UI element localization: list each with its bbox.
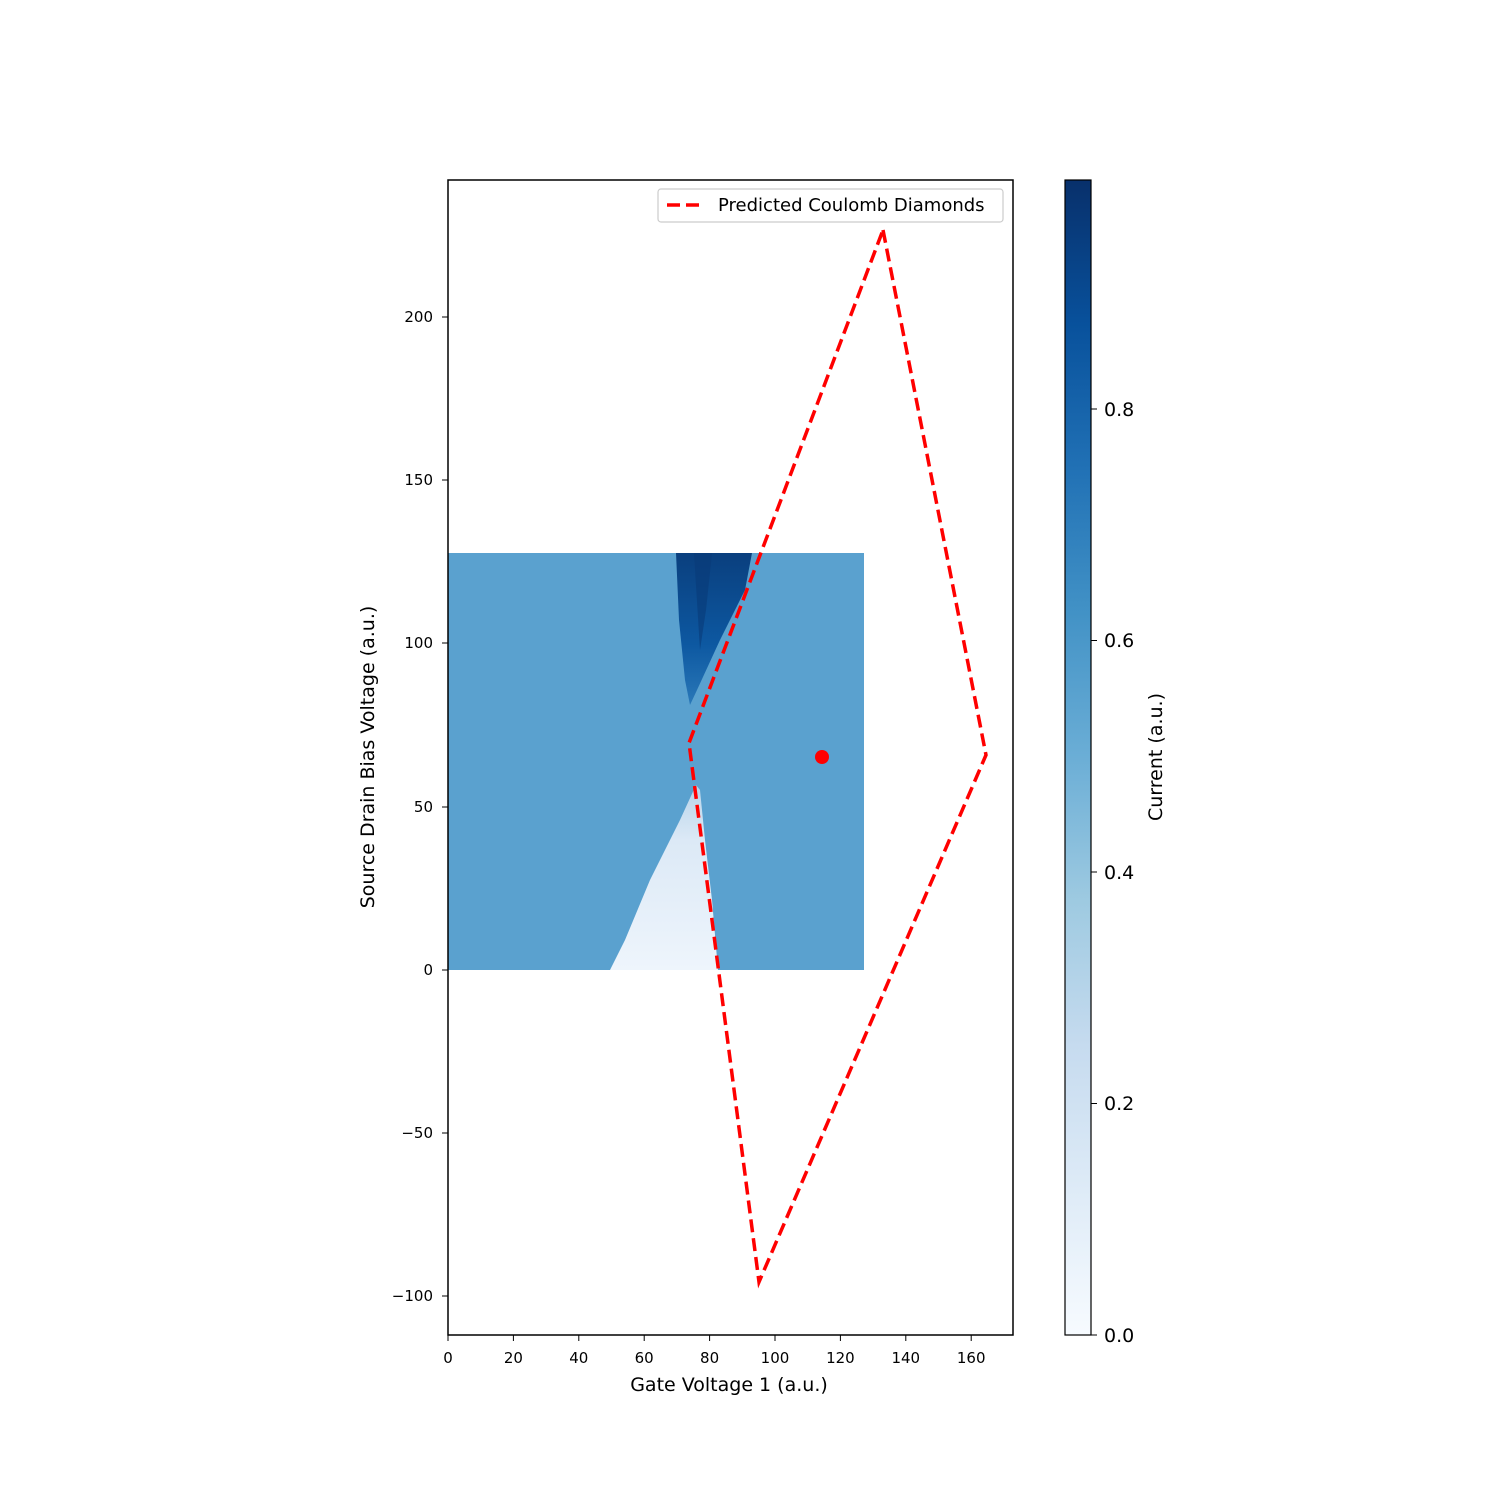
red-data-point: [815, 750, 829, 764]
x-tick-label: 80: [700, 1349, 719, 1367]
y-tick-label: −100: [392, 1287, 433, 1305]
high-current-wedge: [676, 553, 752, 705]
x-tick-label: 0: [443, 1349, 453, 1367]
y-tick-label: 200: [404, 308, 433, 326]
colorbar-tick-label: 0.8: [1104, 399, 1134, 421]
y-axis: −100 −50 0 50 100 150 200 Source Drain B…: [357, 308, 448, 1305]
colorbar-tick-label: 0.0: [1104, 1325, 1134, 1347]
legend: Predicted Coulomb Diamonds: [657, 188, 1004, 223]
x-tick-label: 120: [826, 1349, 855, 1367]
y-tick-label: 0: [423, 961, 433, 979]
x-tick-label: 160: [957, 1349, 986, 1367]
colorbar-tick-label: 0.6: [1104, 630, 1134, 652]
x-tick-label: 20: [504, 1349, 523, 1367]
x-tick-label: 140: [891, 1349, 920, 1367]
heatmap: [448, 553, 864, 970]
axes-frame: [447, 179, 1014, 1336]
colorbar-gradient: [1064, 179, 1092, 1336]
y-axis-label: Source Drain Bias Voltage (a.u.): [357, 606, 379, 909]
y-tick-label: −50: [401, 1124, 433, 1142]
y-tick-label: 100: [404, 634, 433, 652]
x-tick-label: 100: [761, 1349, 790, 1367]
x-tick-label: 60: [635, 1349, 654, 1367]
y-tick-label: 50: [414, 798, 433, 816]
x-axis: 0 20 40 60 80 100 120 140 160 Gate Volta…: [443, 1335, 986, 1396]
low-current-wedge: [610, 785, 718, 970]
predicted-coulomb-diamond-line: [687, 229, 988, 1289]
colorbar-tick-label: 0.4: [1104, 862, 1134, 884]
colorbar-tick-label: 0.2: [1104, 1093, 1134, 1115]
legend-label: Predicted Coulomb Diamonds: [718, 195, 985, 216]
x-tick-label: 40: [569, 1349, 588, 1367]
colorbar-label: Current (a.u.): [1145, 693, 1167, 821]
colorbar: 0.0 0.2 0.4 0.6 0.8 Current (a.u.): [1064, 179, 1167, 1347]
legend-box: [657, 188, 1004, 223]
x-axis-label: Gate Voltage 1 (a.u.): [630, 1374, 828, 1396]
y-tick-label: 150: [404, 471, 433, 489]
high-current-core: [694, 553, 712, 650]
